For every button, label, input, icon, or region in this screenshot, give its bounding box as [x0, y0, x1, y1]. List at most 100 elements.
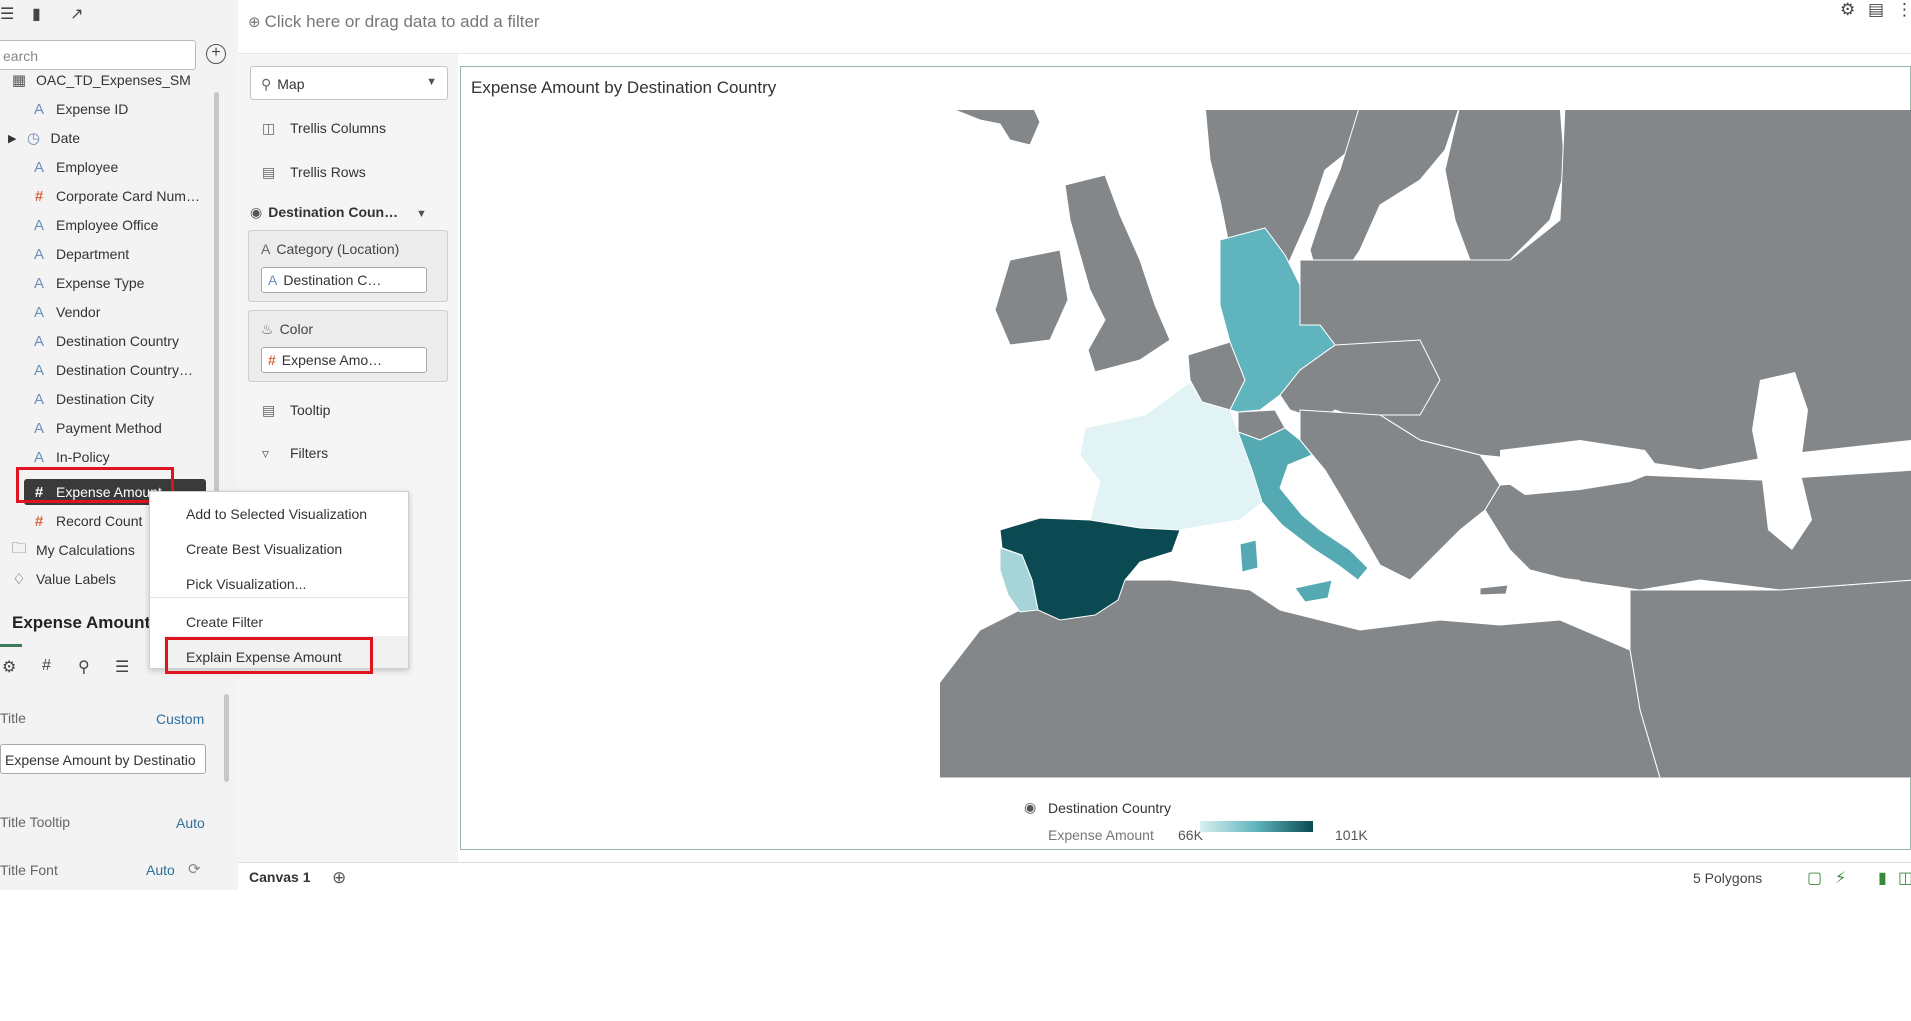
folder-value-labels[interactable]: ♢ Value Labels — [8, 567, 116, 591]
context-menu-hover — [164, 636, 408, 668]
column-label: Destination Country… — [56, 362, 193, 378]
column-destination-country[interactable]: A Destination Country — [28, 329, 179, 353]
properties-scrollbar[interactable] — [224, 694, 229, 782]
title-mode[interactable]: Custom — [156, 711, 205, 727]
viz-type-select[interactable]: ⚲ Map ▼ — [250, 66, 448, 100]
location-icon[interactable]: ⚲ — [78, 659, 90, 676]
expand-arrow-icon[interactable]: ▶ — [8, 132, 17, 145]
more-icon[interactable]: ⋮ — [1896, 0, 1911, 19]
measure-icon: # — [34, 512, 44, 530]
layout-split-icon[interactable]: ◫ — [1898, 870, 1911, 887]
database-icon[interactable]: ☰ — [0, 6, 15, 23]
column-expense-id[interactable]: A Expense ID — [28, 97, 128, 121]
column-employee[interactable]: A Employee — [28, 155, 118, 179]
properties-title: Expense Amount — [12, 613, 151, 632]
add-data-button[interactable]: + — [206, 44, 226, 64]
title-tooltip-label: Title Tooltip — [0, 814, 71, 830]
column-expense-amount[interactable]: # Expense Amount — [28, 480, 162, 504]
column-employee-office[interactable]: A Employee Office — [28, 213, 158, 237]
column-destination-country-2[interactable]: A Destination Country… — [28, 358, 193, 382]
legend-color-bar — [1200, 821, 1313, 832]
country-portugal — [999, 547, 1039, 613]
caspian-sea — [1752, 372, 1812, 550]
menu-item-explain[interactable]: Explain Expense Amount — [186, 649, 342, 665]
visualizations-icon[interactable]: ▮ — [32, 6, 41, 23]
column-in-policy[interactable]: A In-Policy — [28, 445, 110, 469]
status-bar — [238, 862, 1911, 892]
highlight-box — [165, 637, 373, 674]
column-department[interactable]: A Department — [28, 242, 129, 266]
narrative-icon[interactable]: ▤ — [1868, 0, 1885, 19]
map[interactable] — [940, 110, 1911, 778]
lightning-icon[interactable]: ⚡ — [1835, 870, 1847, 887]
menu-item-pick-visualization[interactable]: Pick Visualization... — [186, 576, 307, 592]
add-filter-text: Click here or drag data to add a filter — [264, 12, 540, 31]
menu-item-create-filter[interactable]: Create Filter — [186, 614, 264, 630]
attribute-icon: A — [33, 303, 44, 321]
folder-my-calculations[interactable]: 🗀 My Calculations — [8, 538, 134, 562]
tooltip-icon: ▤ — [262, 402, 276, 418]
title-tooltip-value[interactable]: Auto — [176, 815, 205, 831]
clock-icon: ◷ — [26, 130, 41, 147]
color-label: ♨ Color — [261, 321, 314, 337]
category-pill[interactable]: A Destination C… — [261, 267, 427, 293]
layers-icon[interactable]: ☰ — [115, 659, 130, 676]
country-italy-sicily — [1294, 579, 1333, 603]
reset-icon[interactable]: ⟳ — [188, 861, 201, 878]
map-svg[interactable] — [940, 110, 1911, 778]
data-panel: ☰ ▮ ↗ — [0, 0, 238, 890]
column-record-count[interactable]: # Record Count — [28, 509, 143, 533]
attribute-icon: A — [33, 216, 44, 234]
canvas-tab[interactable]: Canvas 1 — [249, 869, 311, 885]
category-label: A Category (Location) — [261, 241, 400, 257]
data-panel-scrollbar[interactable] — [214, 92, 219, 512]
column-date[interactable]: ▶ ◷ Date — [8, 126, 80, 150]
column-vendor[interactable]: A Vendor — [28, 300, 100, 324]
analytics-icon[interactable]: ↗ — [70, 6, 84, 23]
settings-icon[interactable]: ⚙ — [1840, 0, 1856, 19]
gear-icon[interactable]: ⚙ — [2, 659, 17, 676]
color-pill[interactable]: # Expense Amo… — [261, 347, 427, 373]
tooltip-label: Tooltip — [290, 402, 331, 418]
add-canvas-icon[interactable]: ⊕ — [332, 868, 347, 887]
tag-icon: ♢ — [12, 571, 26, 588]
trellis-columns[interactable]: ◫ Trellis Columns — [262, 120, 386, 137]
hash-icon[interactable]: # — [42, 657, 51, 674]
category-card[interactable]: A Category (Location) A Destination C… — [248, 230, 448, 302]
column-payment-method[interactable]: A Payment Method — [28, 416, 162, 440]
map-pin-icon: ⚲ — [261, 76, 272, 92]
folder-icon: 🗀 — [11, 539, 27, 557]
dataset-row[interactable]: ▦ OAC_TD_Expenses_SM — [8, 68, 191, 92]
title-font-label: Title Font — [0, 862, 58, 878]
columns-icon: ◫ — [262, 120, 276, 136]
menu-divider — [149, 597, 409, 598]
add-filter-prompt[interactable]: ⊕ Click here or drag data to add a filter — [248, 12, 540, 32]
notes-icon[interactable]: ▢ — [1807, 870, 1823, 887]
filters-drop[interactable]: ▿ Filters — [262, 445, 328, 462]
add-circle-icon: ⊕ — [248, 14, 261, 31]
layer-header[interactable]: ◉ Destination Coun… ▼ — [250, 204, 427, 221]
folder-label: Value Labels — [36, 571, 116, 587]
chevron-down-icon[interactable]: ▼ — [416, 208, 427, 220]
land-north-africa — [940, 579, 1661, 778]
menu-item-add-to-selected[interactable]: Add to Selected Visualization — [186, 506, 368, 522]
column-destination-city[interactable]: A Destination City — [28, 387, 154, 411]
filter-bar[interactable] — [238, 0, 1911, 54]
attribute-icon: A — [33, 100, 44, 118]
search-input[interactable]: earch — [0, 40, 196, 70]
menu-item-create-best[interactable]: Create Best Visualization — [186, 541, 343, 557]
column-corporate-card[interactable]: # Corporate Card Num… — [28, 184, 200, 208]
layout-icon[interactable]: ▮ — [1878, 870, 1887, 887]
country-italy-sardinia — [1239, 539, 1259, 573]
title-input[interactable]: Expense Amount by Destinatio — [0, 744, 206, 774]
column-expense-type[interactable]: A Expense Type — [28, 271, 145, 295]
color-card[interactable]: ♨ Color # Expense Amo… — [248, 310, 448, 382]
column-label: Record Count — [56, 513, 143, 529]
title-font-value[interactable]: Auto — [146, 862, 175, 878]
column-label: Payment Method — [56, 420, 162, 436]
measure-icon: # — [268, 352, 276, 368]
tooltip-drop[interactable]: ▤ Tooltip — [262, 402, 330, 419]
trellis-rows[interactable]: ▤ Trellis Rows — [262, 164, 366, 181]
country-germany — [1219, 227, 1336, 413]
filter-icon: ▿ — [262, 445, 270, 461]
